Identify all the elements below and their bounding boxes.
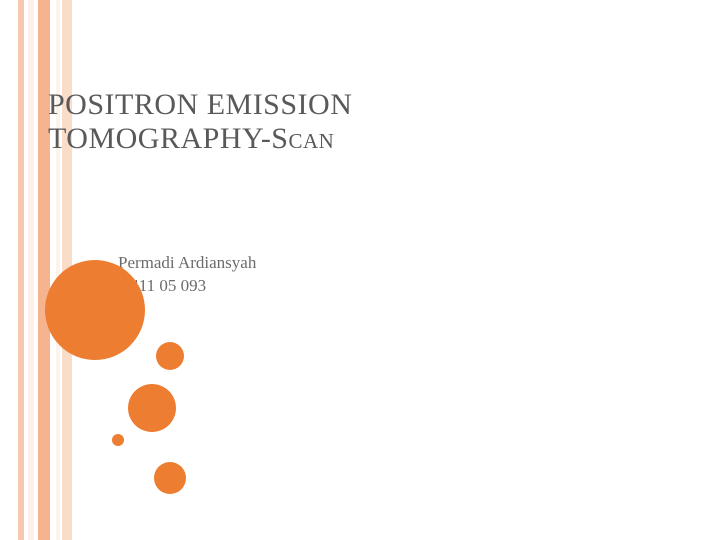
decorative-circle-3 [112,434,124,446]
author-name: Permadi Ardiansyah [118,252,256,275]
stripe-2 [38,0,50,540]
decorative-circle-2 [128,384,176,432]
slide: POSITRON EMISSION TOMOGRAPHY-Scan Permad… [0,0,720,540]
title-line-1: POSITRON EMISSION [48,88,352,122]
title-block: POSITRON EMISSION TOMOGRAPHY-Scan [48,88,352,155]
stripe-1 [28,0,34,540]
stripe-3 [56,0,60,540]
title-line-2-upper: TOMOGRAPHY-S [48,122,289,155]
decorative-circle-0 [45,260,145,360]
decorative-circle-4 [154,462,186,494]
title-line-2-smallcaps: can [289,122,335,155]
title-line-2: TOMOGRAPHY-Scan [48,122,352,156]
stripe-0 [18,0,24,540]
decorative-circle-1 [156,342,184,370]
